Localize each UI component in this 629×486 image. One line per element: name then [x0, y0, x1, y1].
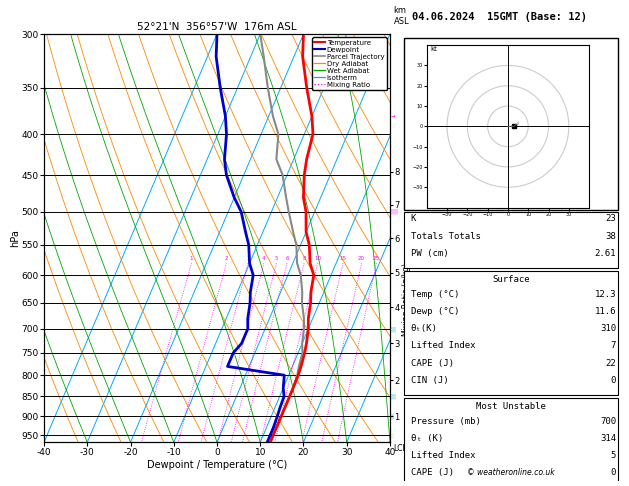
Text: Lifted Index: Lifted Index	[411, 342, 475, 350]
Text: CIN (J): CIN (J)	[411, 376, 448, 385]
Text: 6: 6	[285, 256, 289, 261]
Text: |||: |||	[391, 326, 397, 331]
Text: PW (cm): PW (cm)	[411, 249, 448, 258]
Text: 12.3: 12.3	[594, 290, 616, 299]
Bar	[404, 38, 618, 210]
Text: 3: 3	[246, 256, 250, 261]
Y-axis label: hPa: hPa	[10, 229, 20, 247]
Text: 0: 0	[611, 376, 616, 385]
Text: 25: 25	[373, 256, 380, 261]
Text: 4: 4	[262, 256, 265, 261]
Text: 20: 20	[358, 256, 365, 261]
Text: Surface: Surface	[493, 275, 530, 284]
Text: ||: ||	[391, 414, 394, 419]
Text: 310: 310	[600, 324, 616, 333]
Text: 1: 1	[190, 256, 193, 261]
Text: |||: |||	[391, 394, 397, 399]
Text: Pressure (mb): Pressure (mb)	[411, 417, 481, 426]
Text: LCL: LCL	[394, 444, 407, 453]
Text: © weatheronline.co.uk: © weatheronline.co.uk	[467, 468, 555, 477]
Text: Most Unstable: Most Unstable	[476, 401, 546, 411]
Text: 0: 0	[611, 469, 616, 477]
Text: 22: 22	[605, 359, 616, 367]
Text: 314: 314	[600, 434, 616, 443]
Text: 7: 7	[611, 342, 616, 350]
Legend: Temperature, Dewpoint, Parcel Trajectory, Dry Adiabat, Wet Adiabat, Isotherm, Mi: Temperature, Dewpoint, Parcel Trajectory…	[312, 37, 386, 90]
Text: →: →	[391, 114, 395, 119]
Text: 8: 8	[303, 256, 306, 261]
Text: Mixing Ratio (g/kg): Mixing Ratio (g/kg)	[402, 263, 411, 336]
Text: CAPE (J): CAPE (J)	[411, 469, 454, 477]
Text: 04.06.2024  15GMT (Base: 12): 04.06.2024 15GMT (Base: 12)	[412, 12, 587, 22]
Text: km
ASL: km ASL	[394, 6, 409, 26]
Text: θₜ(K): θₜ(K)	[411, 324, 437, 333]
Text: kt: kt	[431, 46, 438, 52]
Text: 38: 38	[605, 232, 616, 241]
Text: ||||: ||||	[391, 209, 399, 214]
Bar	[404, 212, 618, 268]
Text: 11.6: 11.6	[594, 307, 616, 316]
Bar	[404, 398, 618, 486]
Text: 10: 10	[314, 256, 321, 261]
Text: Temp (°C): Temp (°C)	[411, 290, 459, 299]
Text: 2: 2	[225, 256, 228, 261]
X-axis label: Dewpoint / Temperature (°C): Dewpoint / Temperature (°C)	[147, 460, 287, 469]
Text: 15: 15	[340, 256, 347, 261]
Text: 23: 23	[605, 214, 616, 224]
Title: 52°21'N  356°57'W  176m ASL: 52°21'N 356°57'W 176m ASL	[137, 22, 297, 32]
Text: 5: 5	[611, 451, 616, 460]
Text: θₜ (K): θₜ (K)	[411, 434, 443, 443]
Text: CAPE (J): CAPE (J)	[411, 359, 454, 367]
Text: Dewp (°C): Dewp (°C)	[411, 307, 459, 316]
Bar	[404, 271, 618, 395]
Text: K: K	[411, 214, 416, 224]
Text: 5: 5	[275, 256, 278, 261]
Text: Lifted Index: Lifted Index	[411, 451, 475, 460]
Text: Totals Totals: Totals Totals	[411, 232, 481, 241]
Text: ||: ||	[391, 432, 394, 438]
Text: 2.61: 2.61	[594, 249, 616, 258]
Text: 700: 700	[600, 417, 616, 426]
